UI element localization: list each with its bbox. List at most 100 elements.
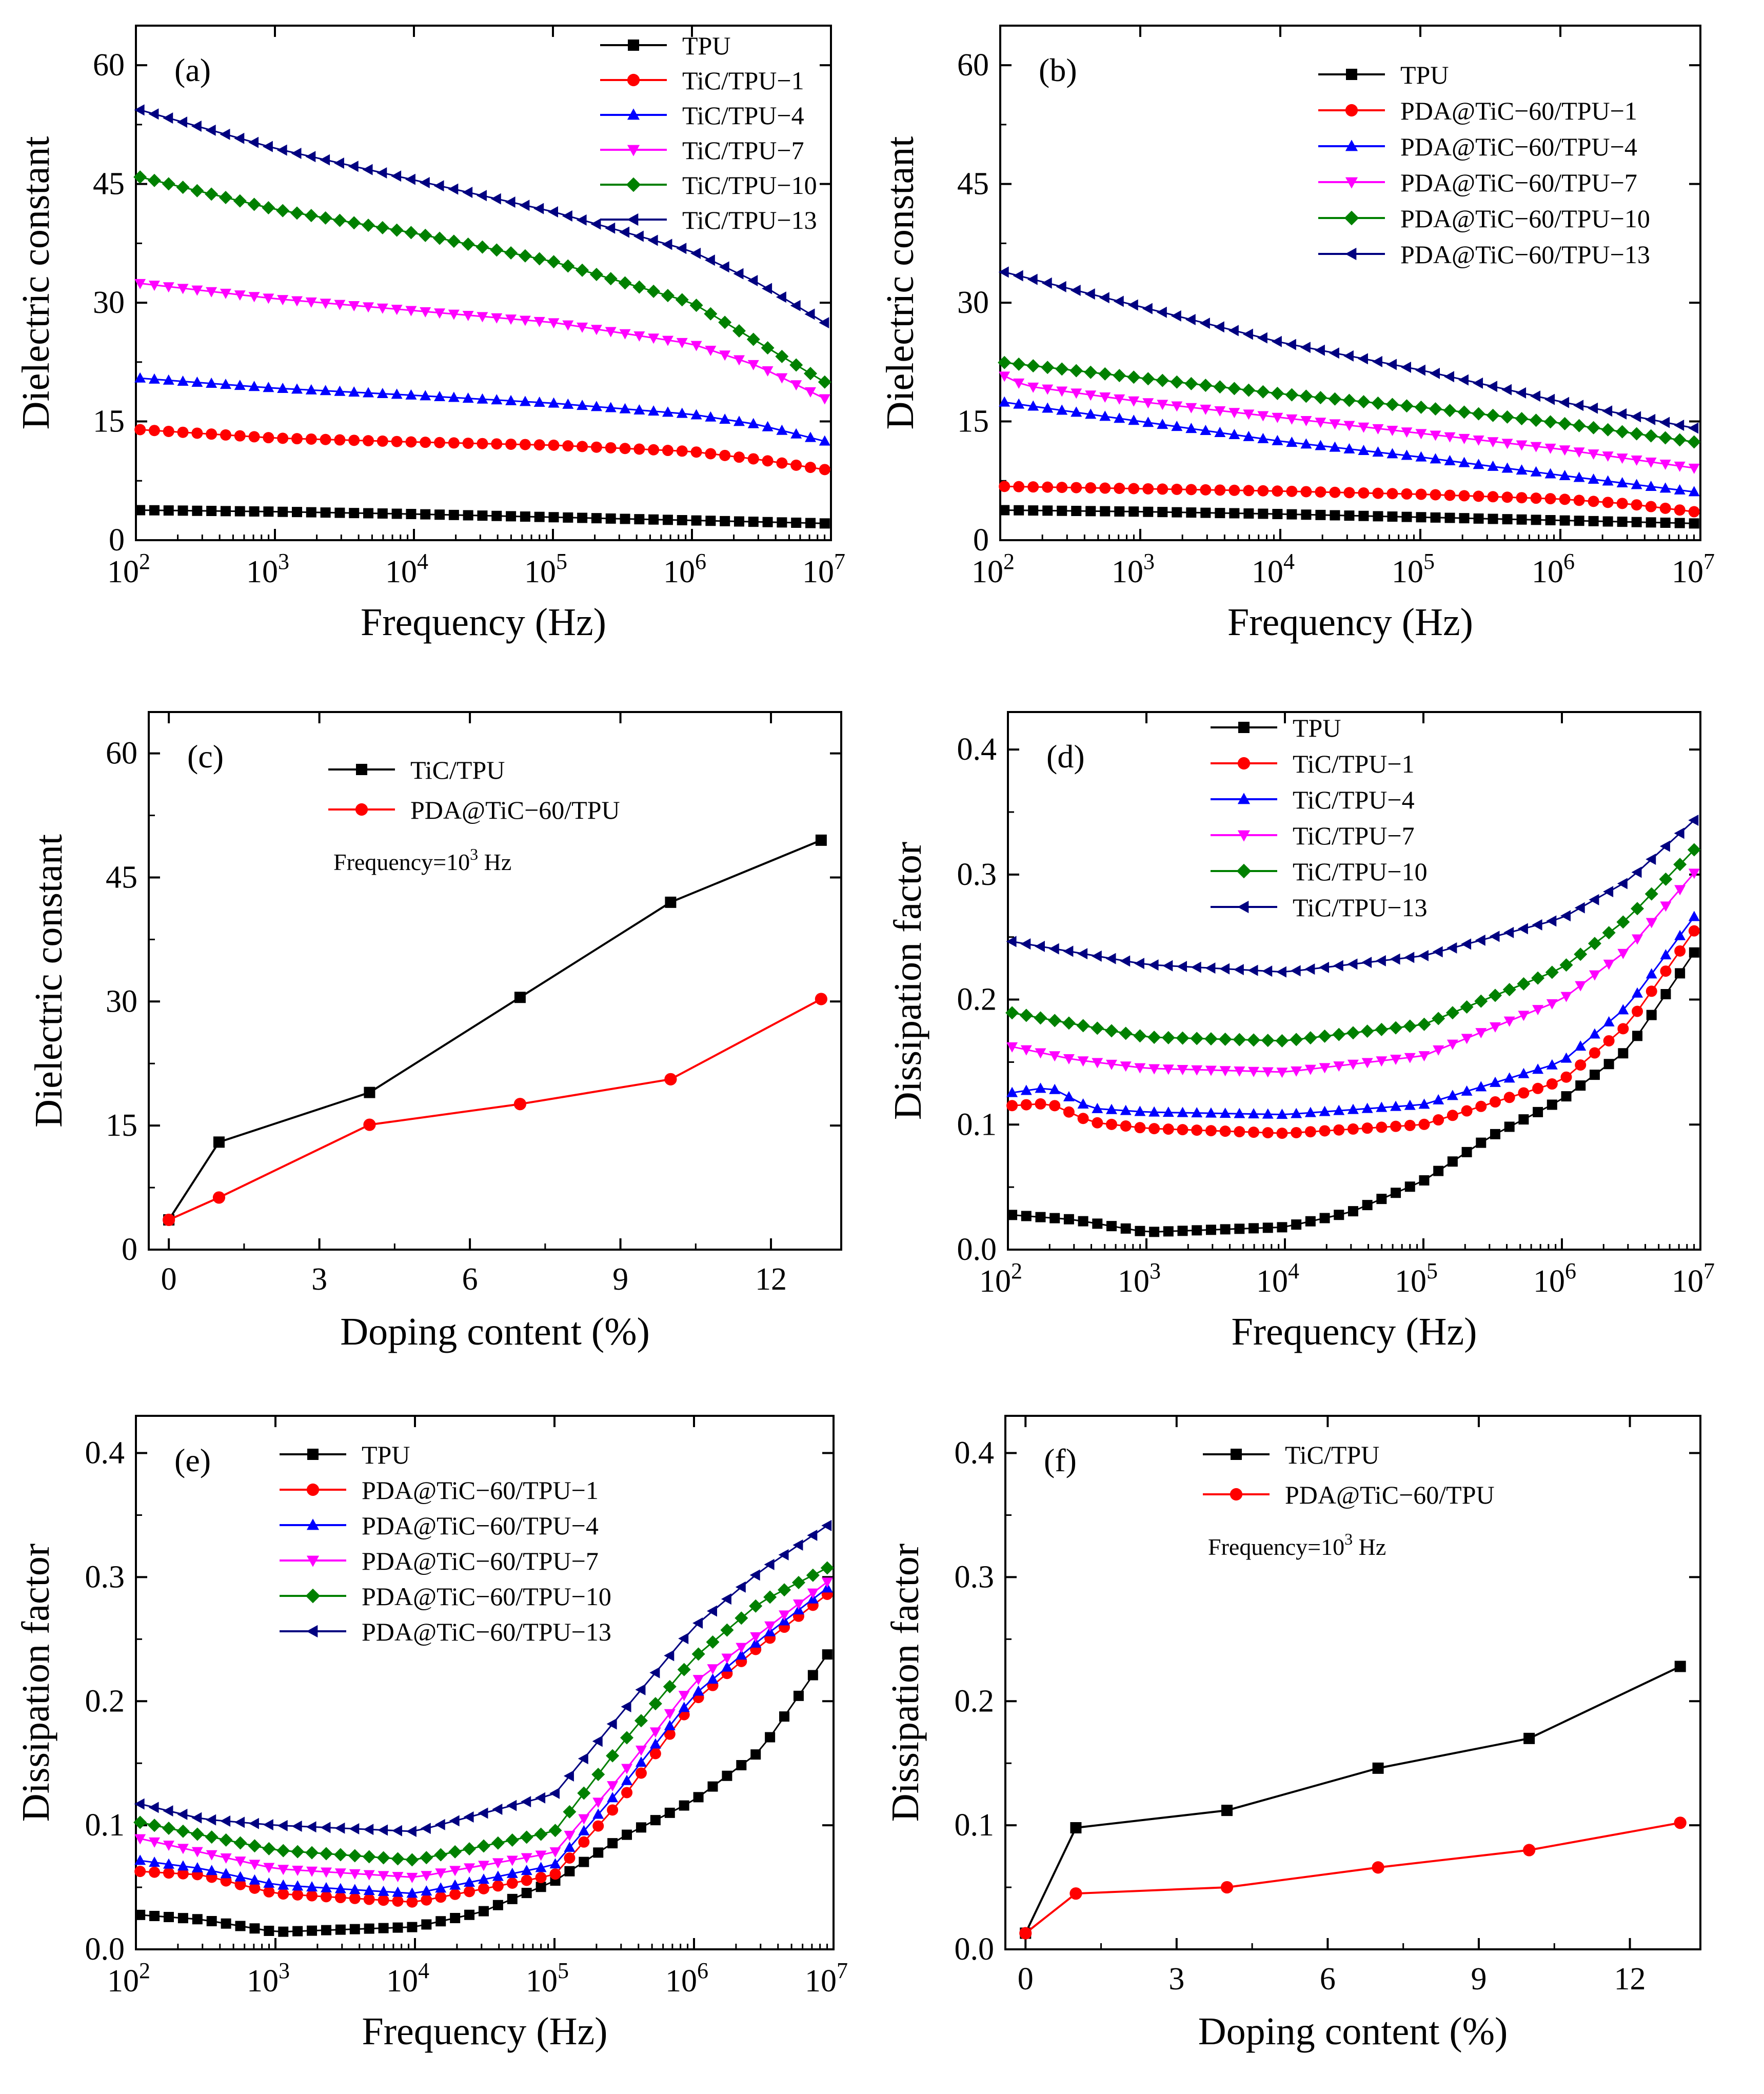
data-point [1092, 1218, 1103, 1229]
data-point [148, 281, 160, 291]
data-point [1575, 1059, 1587, 1071]
data-point [607, 1804, 619, 1816]
data-point [649, 1738, 661, 1749]
data-point [722, 1770, 732, 1781]
legend-marker [627, 73, 640, 87]
data-point [192, 505, 203, 516]
data-point [1688, 506, 1700, 518]
data-point [249, 1882, 261, 1894]
data-point [307, 1925, 318, 1936]
data-point [635, 1767, 647, 1779]
series-line [1025, 1822, 1681, 1934]
y-tick-label: 0.2 [955, 1684, 995, 1718]
data-point [1218, 1032, 1232, 1046]
data-point [1518, 1068, 1530, 1078]
data-point [1063, 1091, 1075, 1101]
data-point [1262, 1108, 1274, 1119]
data-point [1300, 416, 1312, 427]
data-point [491, 510, 502, 521]
data-point [1113, 295, 1124, 307]
data-point [278, 1888, 289, 1900]
legend: TPU PDA@TiC−60/TPU−1 PDA@TiC−60/TPU−4 PDA@T… [280, 1440, 611, 1646]
data-point [1644, 887, 1658, 901]
legend-marker [306, 1483, 320, 1496]
legend-label: PDA@TiC−60/TPU−7 [1400, 168, 1637, 197]
y-tick-label: 0.0 [957, 1232, 997, 1267]
data-point [291, 433, 303, 445]
data-point [1386, 359, 1397, 370]
data-point [1291, 1108, 1302, 1118]
data-point [819, 317, 829, 329]
data-point [177, 1808, 188, 1820]
data-point [1042, 384, 1054, 395]
data-point [449, 1815, 460, 1827]
series-line [1024, 1665, 1681, 1934]
data-point [1120, 955, 1131, 967]
legend-item: PDA@TiC−60/TPU−4 [1318, 132, 1637, 161]
data-point [1475, 1081, 1487, 1092]
data-point [392, 1895, 404, 1907]
data-point [707, 1673, 719, 1684]
data-point [420, 307, 431, 318]
data-point [176, 181, 190, 194]
data-point [1333, 1104, 1345, 1115]
data-point [248, 136, 259, 148]
data-point [291, 296, 303, 307]
data-point [1531, 515, 1541, 525]
data-point [191, 285, 203, 296]
data-point [263, 382, 274, 392]
data-point [777, 517, 787, 528]
x-tick-label: 102 [107, 549, 150, 589]
panel-label: (d) [1046, 738, 1085, 775]
data-point [505, 1833, 519, 1847]
legend-label: TiC/TPU−7 [682, 136, 804, 165]
data-point [321, 1925, 331, 1935]
data-point [450, 1912, 461, 1923]
data-point [1458, 433, 1470, 444]
data-point [177, 116, 188, 128]
data-point [733, 268, 744, 280]
data-point [1602, 497, 1614, 508]
data-point [1027, 382, 1039, 393]
data-point [1147, 1031, 1161, 1044]
data-point [163, 1867, 174, 1879]
data-point [1523, 1732, 1535, 1744]
data-point [1646, 985, 1657, 997]
data-point [1361, 1122, 1373, 1134]
data-point [1261, 1034, 1275, 1048]
data-point [807, 1670, 818, 1681]
data-point [1300, 438, 1312, 449]
data-point [792, 1539, 803, 1551]
plot-frame [1007, 711, 1701, 1251]
data-point [1085, 506, 1096, 517]
data-point [535, 1850, 547, 1861]
data-point [363, 302, 374, 313]
data-point [1020, 1045, 1032, 1056]
data-point [363, 1870, 375, 1881]
y-tick-label: 0.0 [955, 1932, 995, 1967]
data-point [1487, 491, 1499, 503]
data-point [665, 896, 677, 908]
series-5 [134, 1519, 832, 1837]
data-point [677, 515, 687, 525]
data-point [448, 437, 460, 449]
x-tick-label: 107 [1672, 549, 1715, 589]
data-point [563, 1805, 577, 1819]
data-point [762, 455, 774, 467]
data-point [1242, 328, 1253, 340]
data-point [549, 1868, 561, 1880]
data-point [163, 1912, 174, 1923]
data-point [434, 1848, 448, 1862]
data-point [1334, 1210, 1344, 1220]
data-point [1632, 1005, 1643, 1017]
data-point [1400, 399, 1414, 413]
x-axis-title: Frequency (Hz) [1231, 1310, 1477, 1353]
data-point [1301, 509, 1312, 520]
data-point [263, 432, 274, 444]
data-point [219, 191, 232, 205]
data-point [478, 1861, 489, 1871]
data-point [577, 1786, 591, 1800]
data-point [162, 177, 175, 191]
data-point [1070, 285, 1081, 297]
y-tick-label: 45 [957, 167, 989, 202]
